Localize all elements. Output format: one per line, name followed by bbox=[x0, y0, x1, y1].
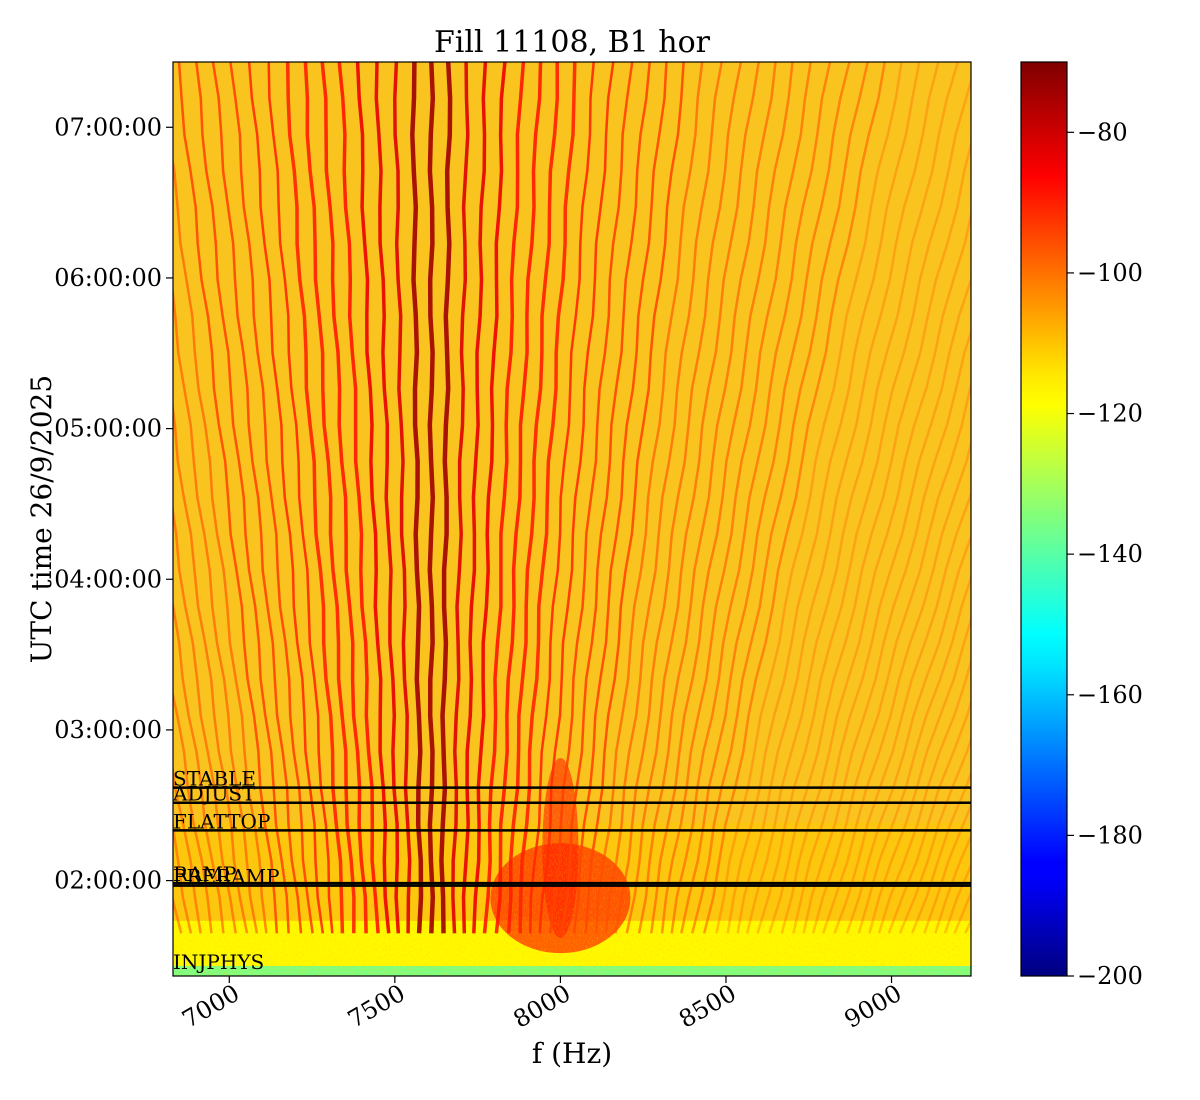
x-tick-label: 7500 bbox=[343, 979, 410, 1034]
y-tick-label: 02:00:00 bbox=[54, 867, 162, 895]
colorbar-tick-label: −120 bbox=[1077, 400, 1143, 428]
colorbar-fill bbox=[1021, 62, 1067, 976]
x-axis-label: f (Hz) bbox=[532, 1037, 612, 1070]
y-axis-label: UTC time 26/9/2025 bbox=[25, 375, 58, 663]
y-tick-label: 04:00:00 bbox=[54, 565, 162, 593]
spectral-line bbox=[953, 890, 971, 934]
colorbar-tick-label: −100 bbox=[1077, 259, 1143, 287]
phase-label: ADJUST bbox=[172, 782, 256, 806]
plot-frame bbox=[172, 61, 972, 977]
colorbar-ticks: −80 −100 −120 −140 −160 −180 −200 bbox=[1067, 118, 1143, 990]
phase-label: INJPHYS bbox=[173, 950, 264, 974]
phase-label: FLATTOP bbox=[173, 809, 270, 833]
colorbar-tick-label: −160 bbox=[1077, 681, 1143, 709]
y-tick-label: 07:00:00 bbox=[54, 113, 162, 141]
spectral-line bbox=[964, 917, 971, 934]
y-tick-label: 03:00:00 bbox=[54, 716, 162, 744]
x-axis-ticks: 7000 7500 8000 8500 9000 bbox=[177, 976, 907, 1034]
spectral-line bbox=[934, 833, 971, 934]
colorbar-frame bbox=[1020, 61, 1068, 977]
colorbar-tick-label: −140 bbox=[1077, 540, 1143, 568]
y-tick-label: 05:00:00 bbox=[54, 415, 162, 443]
chart-title: Fill 11108, B1 hor bbox=[434, 25, 711, 60]
phase-label: RAMP bbox=[173, 862, 236, 886]
colorbar: −80 −100 −120 −140 −160 −180 −200 bbox=[1020, 61, 1143, 990]
colorbar-tick-label: −200 bbox=[1077, 962, 1143, 990]
colorbar-tick-label: −80 bbox=[1077, 118, 1128, 146]
phase-label: PRERAMP bbox=[173, 865, 280, 889]
phase-label: STABLE bbox=[173, 767, 256, 791]
x-tick-label: 8000 bbox=[509, 979, 576, 1034]
colorbar-tick-label: −180 bbox=[1077, 821, 1143, 849]
x-tick-label: 7000 bbox=[177, 979, 244, 1034]
x-tick-label: 9000 bbox=[840, 979, 907, 1034]
y-axis-ticks: 02:00:00 03:00:00 04:00:00 05:00:00 06:00:00… bbox=[54, 113, 173, 895]
x-tick-label: 8500 bbox=[674, 979, 741, 1034]
y-tick-label: 06:00:00 bbox=[54, 264, 162, 292]
spectral-line bbox=[943, 862, 971, 934]
